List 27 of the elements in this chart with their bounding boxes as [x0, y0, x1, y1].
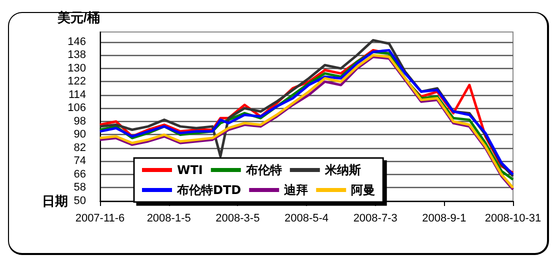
legend-label: WTI	[177, 163, 203, 177]
legend-label: 布伦特DTD	[176, 183, 242, 197]
x-tick-label: 2008-7-3	[353, 212, 398, 224]
y-tick-label: 98	[74, 115, 86, 128]
x-tick-label: 2008-5-4	[284, 212, 329, 224]
x-tick-label: 2008-9-1	[422, 212, 466, 224]
y-tick-label: 58	[74, 182, 86, 194]
y-tick-label: 90	[74, 128, 86, 141]
x-tick-label: 2008-1-5	[146, 212, 191, 224]
legend-label: 米纳斯	[324, 163, 361, 177]
y-tick-label: 106	[68, 102, 86, 114]
legend-label: 阿曼	[351, 183, 376, 197]
y-tick-label: 114	[68, 88, 86, 101]
legend-label: 布伦特	[244, 163, 282, 177]
legend-label: 迪拜	[283, 183, 308, 197]
y-tick-label: 122	[68, 76, 86, 88]
y-tick-label: 146	[68, 36, 86, 48]
y-tick-label: 130	[68, 62, 86, 74]
y-tick-label: 66	[74, 168, 86, 180]
x-tick-label: 2008-10-31	[484, 212, 542, 224]
y-tick-label: 74	[74, 155, 86, 168]
y-tick-label: 138	[68, 49, 86, 62]
y-tick-label: 82	[74, 142, 86, 154]
x-tick-label: 2007-11-6	[75, 212, 125, 224]
y-tick-label: 50	[74, 195, 86, 207]
x-axis-title: 日期	[42, 194, 68, 208]
x-tick-label: 2008-3-5	[216, 212, 260, 224]
